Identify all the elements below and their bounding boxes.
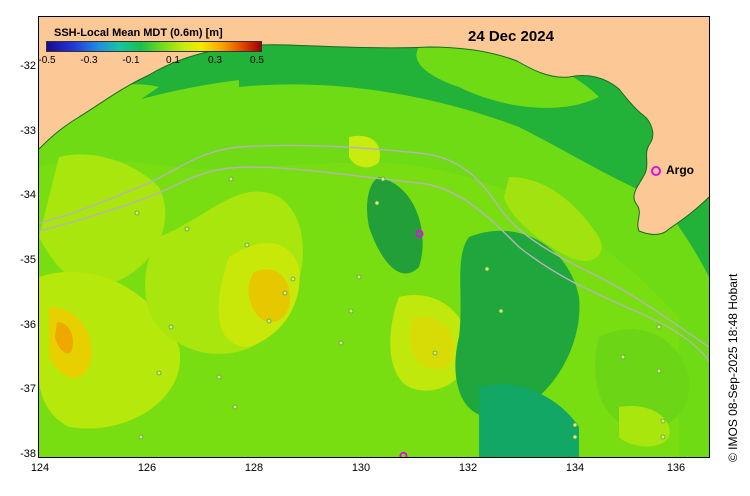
colorbar-tick: 0.3 <box>208 55 222 66</box>
argo-float-marker <box>415 229 424 238</box>
x-tick-label: 132 <box>458 462 478 474</box>
y-tick-label: -37 <box>20 383 36 395</box>
y-tick-label: -35 <box>20 254 36 266</box>
colorbar-tick: -0.3 <box>80 55 98 66</box>
x-tick-label: 128 <box>244 462 264 474</box>
colorbar-tick: -0.5 <box>38 55 56 66</box>
colorbar-gradient <box>46 41 262 52</box>
y-tick-label: -32 <box>20 60 36 72</box>
x-tick-label: 126 <box>137 462 157 474</box>
credit-text: © IMOS 08-Sep-2025 18:48 Hobart <box>726 273 740 462</box>
ssh-field <box>39 17 709 457</box>
argo-ring-icon <box>651 165 661 176</box>
y-tick-label: -38 <box>20 448 36 460</box>
colorbar-title: SSH-Local Mean MDT (0.6m) [m] <box>54 27 223 39</box>
y-tick-label: -36 <box>20 319 36 331</box>
argo-float-marker <box>399 451 408 457</box>
x-tick-label: 134 <box>565 462 585 474</box>
x-tick-label: 124 <box>30 462 50 474</box>
y-tick-label: -34 <box>20 189 36 201</box>
y-tick-label: -33 <box>20 125 36 137</box>
argo-label: Argo <box>666 163 694 177</box>
colorbar-tick: -0.1 <box>122 55 140 66</box>
colorbar-legend: SSH-Local Mean MDT (0.6m) [m] -0.5 -0.3 … <box>38 24 264 66</box>
colorbar-tick: 0.5 <box>250 55 264 66</box>
x-tick-label: 130 <box>351 462 371 474</box>
ssh-map <box>38 16 710 458</box>
argo-legend: Argo <box>651 163 694 177</box>
argo-markers <box>399 229 424 457</box>
x-tick-label: 136 <box>666 462 686 474</box>
date-label: 24 Dec 2024 <box>468 28 554 45</box>
colorbar-tick: 0.1 <box>166 55 180 66</box>
